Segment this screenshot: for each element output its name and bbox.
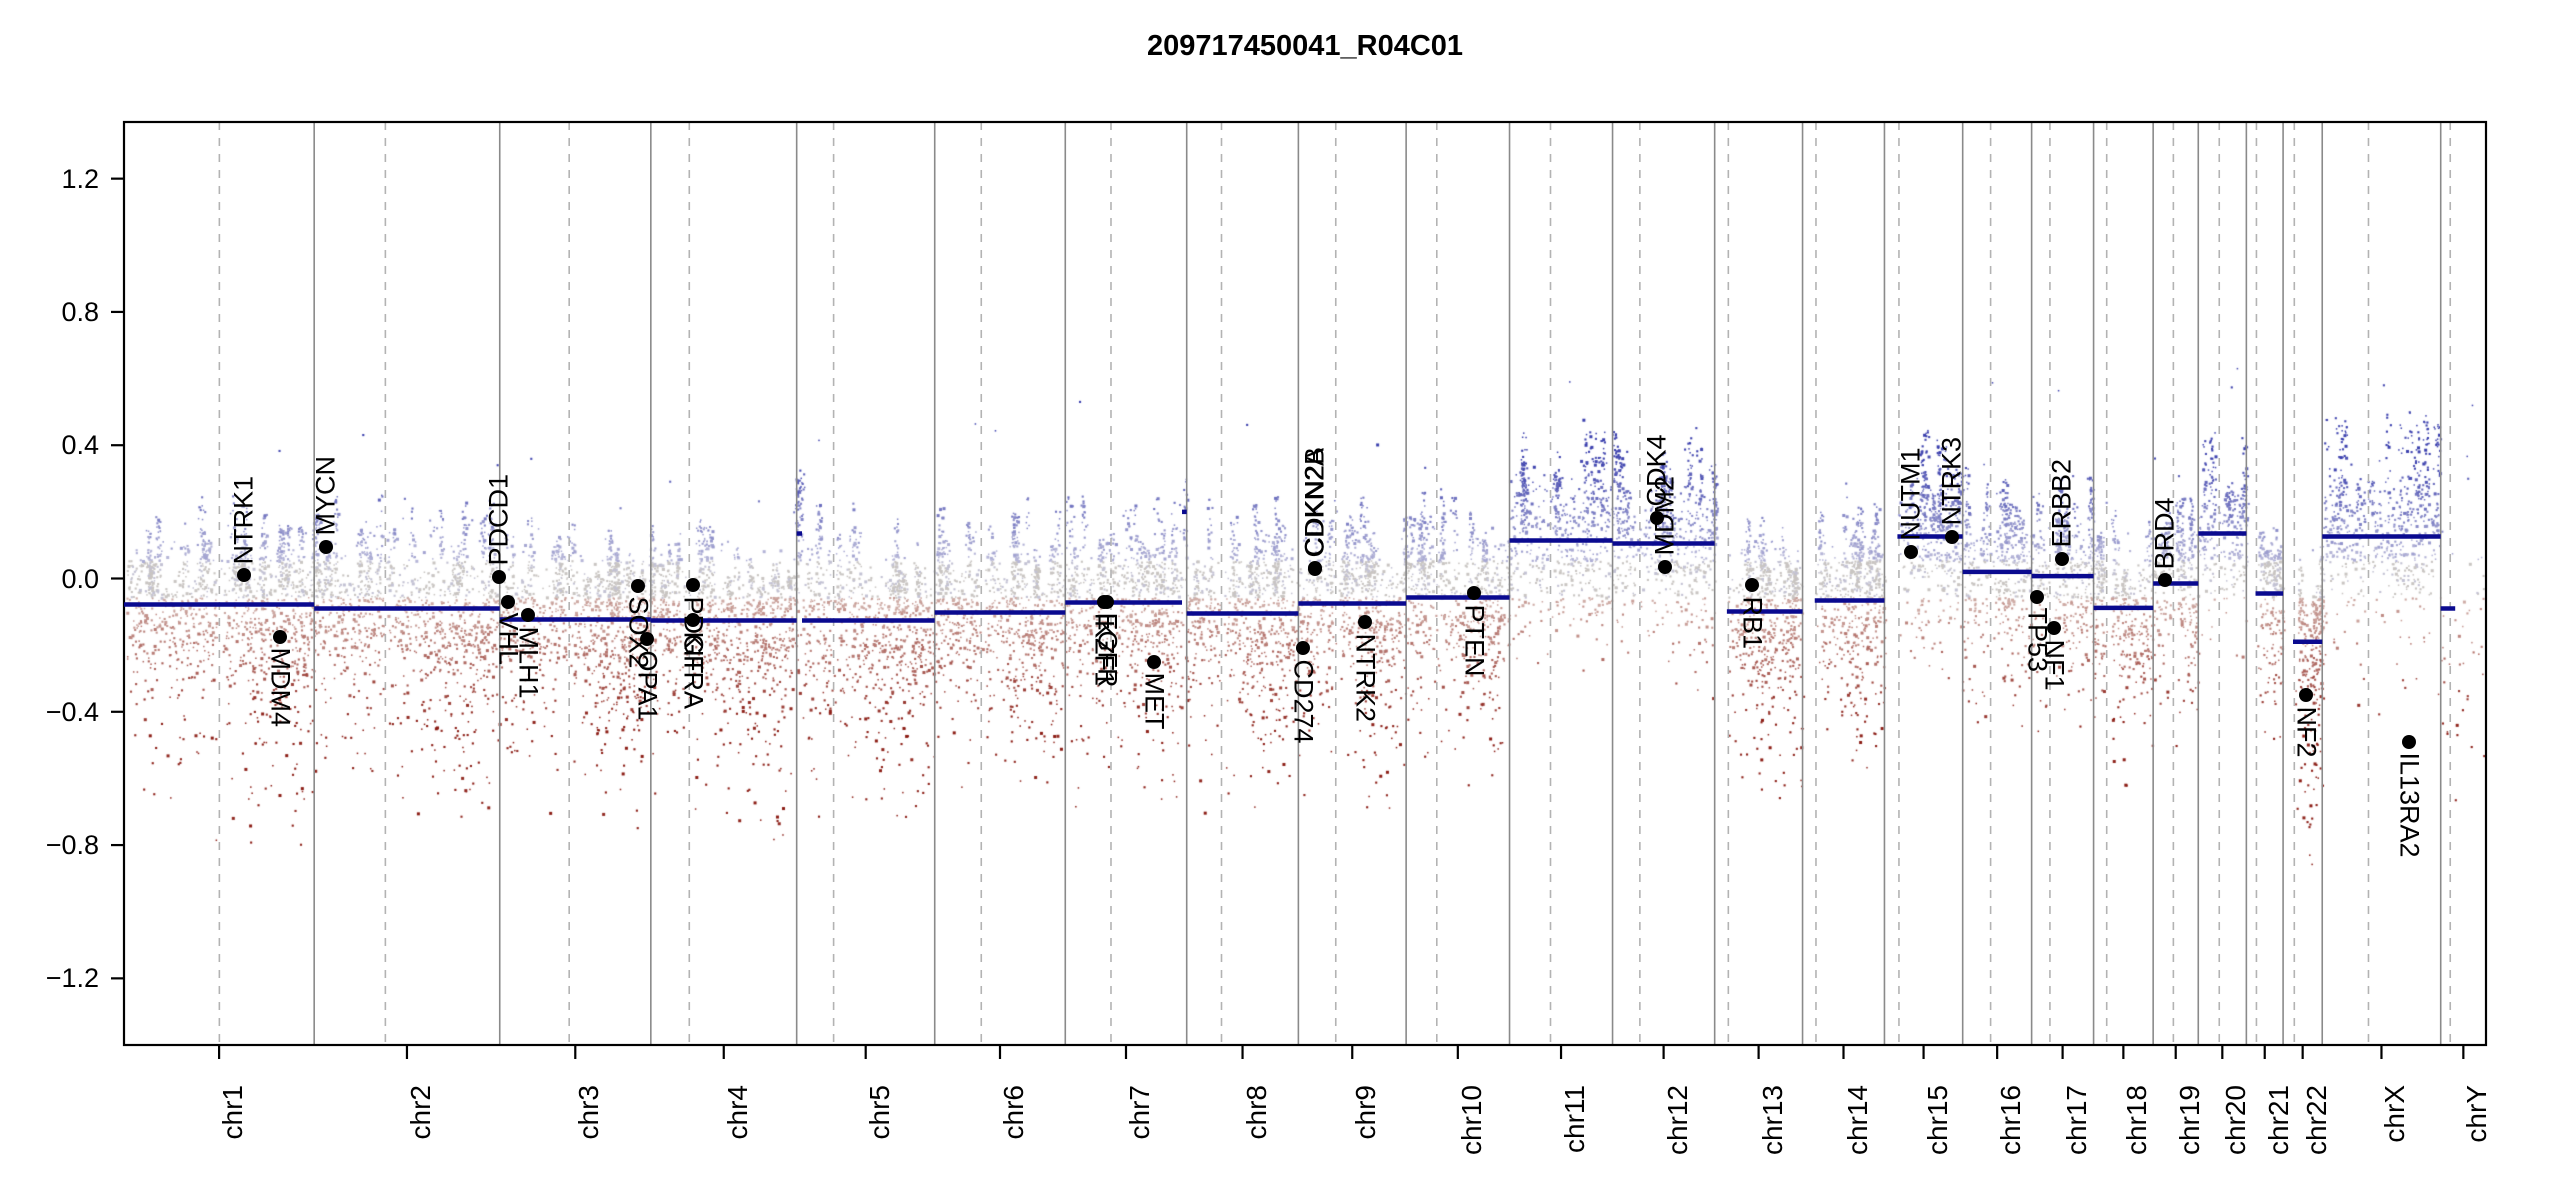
x-axis-label-chr16: chr16: [1995, 1085, 2027, 1156]
gene-label-NTRK2: NTRK2: [1350, 633, 1381, 722]
gene-label-IL13RA2: IL13RA2: [2394, 752, 2425, 858]
x-axis-label-chr1: chr1: [217, 1085, 249, 1140]
x-axis-label-chr19: chr19: [2173, 1085, 2205, 1156]
y-axis-tick-label: −0.8: [45, 830, 99, 861]
y-axis-tick-label: 0.0: [61, 563, 99, 594]
gene-label-MYCN: MYCN: [310, 456, 341, 536]
x-axis-label-chr4: chr4: [721, 1085, 753, 1140]
x-axis-label-chr3: chr3: [573, 1085, 605, 1140]
x-axis-label-chr15: chr15: [1921, 1085, 1953, 1156]
gene-dot-BRD4: [2157, 573, 2172, 588]
gene-dot-MLH1: [520, 608, 535, 623]
x-axis-label-chr14: chr14: [1841, 1085, 1873, 1156]
gene-label-NF2: NF2: [2291, 706, 2322, 758]
gene-label-NTRK3: NTRK3: [1936, 437, 1967, 526]
gene-dot-NTRK1: [236, 568, 251, 583]
gene-dot-NTRK2: [1357, 615, 1372, 630]
y-axis-tick-label: −1.2: [45, 963, 99, 994]
gene-label-BRD4: BRD4: [2149, 497, 2180, 570]
x-axis-label-chr18: chr18: [2121, 1085, 2153, 1156]
gene-dot-CDKN2B: [1308, 560, 1323, 575]
x-axis-label-chr12: chr12: [1661, 1085, 1693, 1156]
gene-dot-NTRK3: [1944, 529, 1959, 544]
gene-dot-MDM2: [1658, 559, 1673, 574]
gene-label-CDKN2B: CDKN2B: [1299, 447, 1330, 557]
gene-dot-NUTM1: [1903, 544, 1918, 559]
gene-dot-VHL: [500, 594, 515, 609]
gene-label-PDCD1: PDCD1: [483, 473, 514, 566]
x-axis-label-chr2: chr2: [404, 1085, 436, 1140]
gene-dot-PTEN: [1467, 586, 1482, 601]
gene-label-RB1: RB1: [1737, 596, 1768, 649]
x-axis-label-chr9: chr9: [1350, 1085, 1382, 1140]
gene-label-NUTM1: NUTM1: [1895, 447, 1926, 541]
gene-label-ERBB2: ERBB2: [2046, 458, 2077, 548]
gene-dot-PDGFRA: [685, 578, 700, 593]
plot-title: 209717450041_R04C01: [1146, 30, 1464, 62]
x-axis-label-chr21: chr21: [2262, 1085, 2294, 1156]
x-axis-label-chr20: chr20: [2220, 1085, 2252, 1156]
gene-label-MDM2: MDM2: [1649, 476, 1680, 556]
x-axis-label-chrY: chrY: [2461, 1085, 2493, 1143]
gene-label-KIT: KIT: [678, 631, 709, 674]
x-axis-label-chr7: chr7: [1123, 1085, 1155, 1140]
gene-dot-ERBB2: [2054, 551, 2069, 566]
gene-dot-OPA1: [640, 632, 655, 647]
x-axis-label-chrX: chrX: [2379, 1085, 2411, 1143]
x-axis-label-chr17: chr17: [2060, 1085, 2092, 1156]
y-axis-tick-label: 0.8: [61, 296, 99, 327]
x-axis-label-chr8: chr8: [1240, 1085, 1272, 1140]
x-axis-label-chr11: chr11: [1559, 1085, 1591, 1153]
gene-dot-SOX2: [631, 578, 646, 593]
gene-label-PTEN: PTEN: [1459, 604, 1490, 677]
gene-dot-TP53: [2030, 589, 2045, 604]
x-axis-label-chr5: chr5: [863, 1085, 895, 1140]
gene-dot-EGFR: [1100, 594, 1115, 609]
y-axis-tick-label: −0.4: [45, 696, 99, 727]
gene-label-MDM4: MDM4: [265, 647, 296, 728]
gene-dot-MYCN: [319, 539, 334, 554]
gene-dot-MDM4: [273, 629, 288, 644]
gene-dot-NF1: [2047, 621, 2062, 636]
gene-dot-KIT: [686, 613, 701, 628]
gene-dot-PDCD1: [491, 569, 506, 584]
gene-dot-IL13RA2: [2402, 734, 2417, 749]
x-axis-label-chr6: chr6: [998, 1085, 1029, 1140]
gene-dot-MET: [1147, 654, 1162, 669]
gene-label-MET: MET: [1139, 672, 1170, 730]
x-axis-label-chr13: chr13: [1756, 1085, 1788, 1156]
x-axis-label-chr10: chr10: [1455, 1085, 1487, 1156]
gene-dot-RB1: [1744, 578, 1759, 593]
y-axis-tick-label: 1.2: [61, 163, 99, 194]
gene-label-NF1: NF1: [2039, 639, 2070, 691]
x-axis-label-chr22: chr22: [2300, 1085, 2332, 1156]
gene-dot-CD274: [1295, 641, 1310, 656]
y-axis-tick-label: 0.4: [61, 430, 99, 461]
gene-label-MLH1: MLH1: [513, 626, 544, 699]
gene-label-EGFR: EGFR: [1092, 612, 1123, 688]
gene-label-OPA1: OPA1: [632, 650, 663, 721]
gene-dot-CDK4: [1649, 510, 1664, 525]
gene-dot-NF2: [2298, 688, 2313, 703]
plot-border: [122, 120, 2488, 1047]
gene-label-CD274: CD274: [1288, 659, 1318, 744]
gene-label-NTRK1: NTRK1: [228, 475, 259, 565]
